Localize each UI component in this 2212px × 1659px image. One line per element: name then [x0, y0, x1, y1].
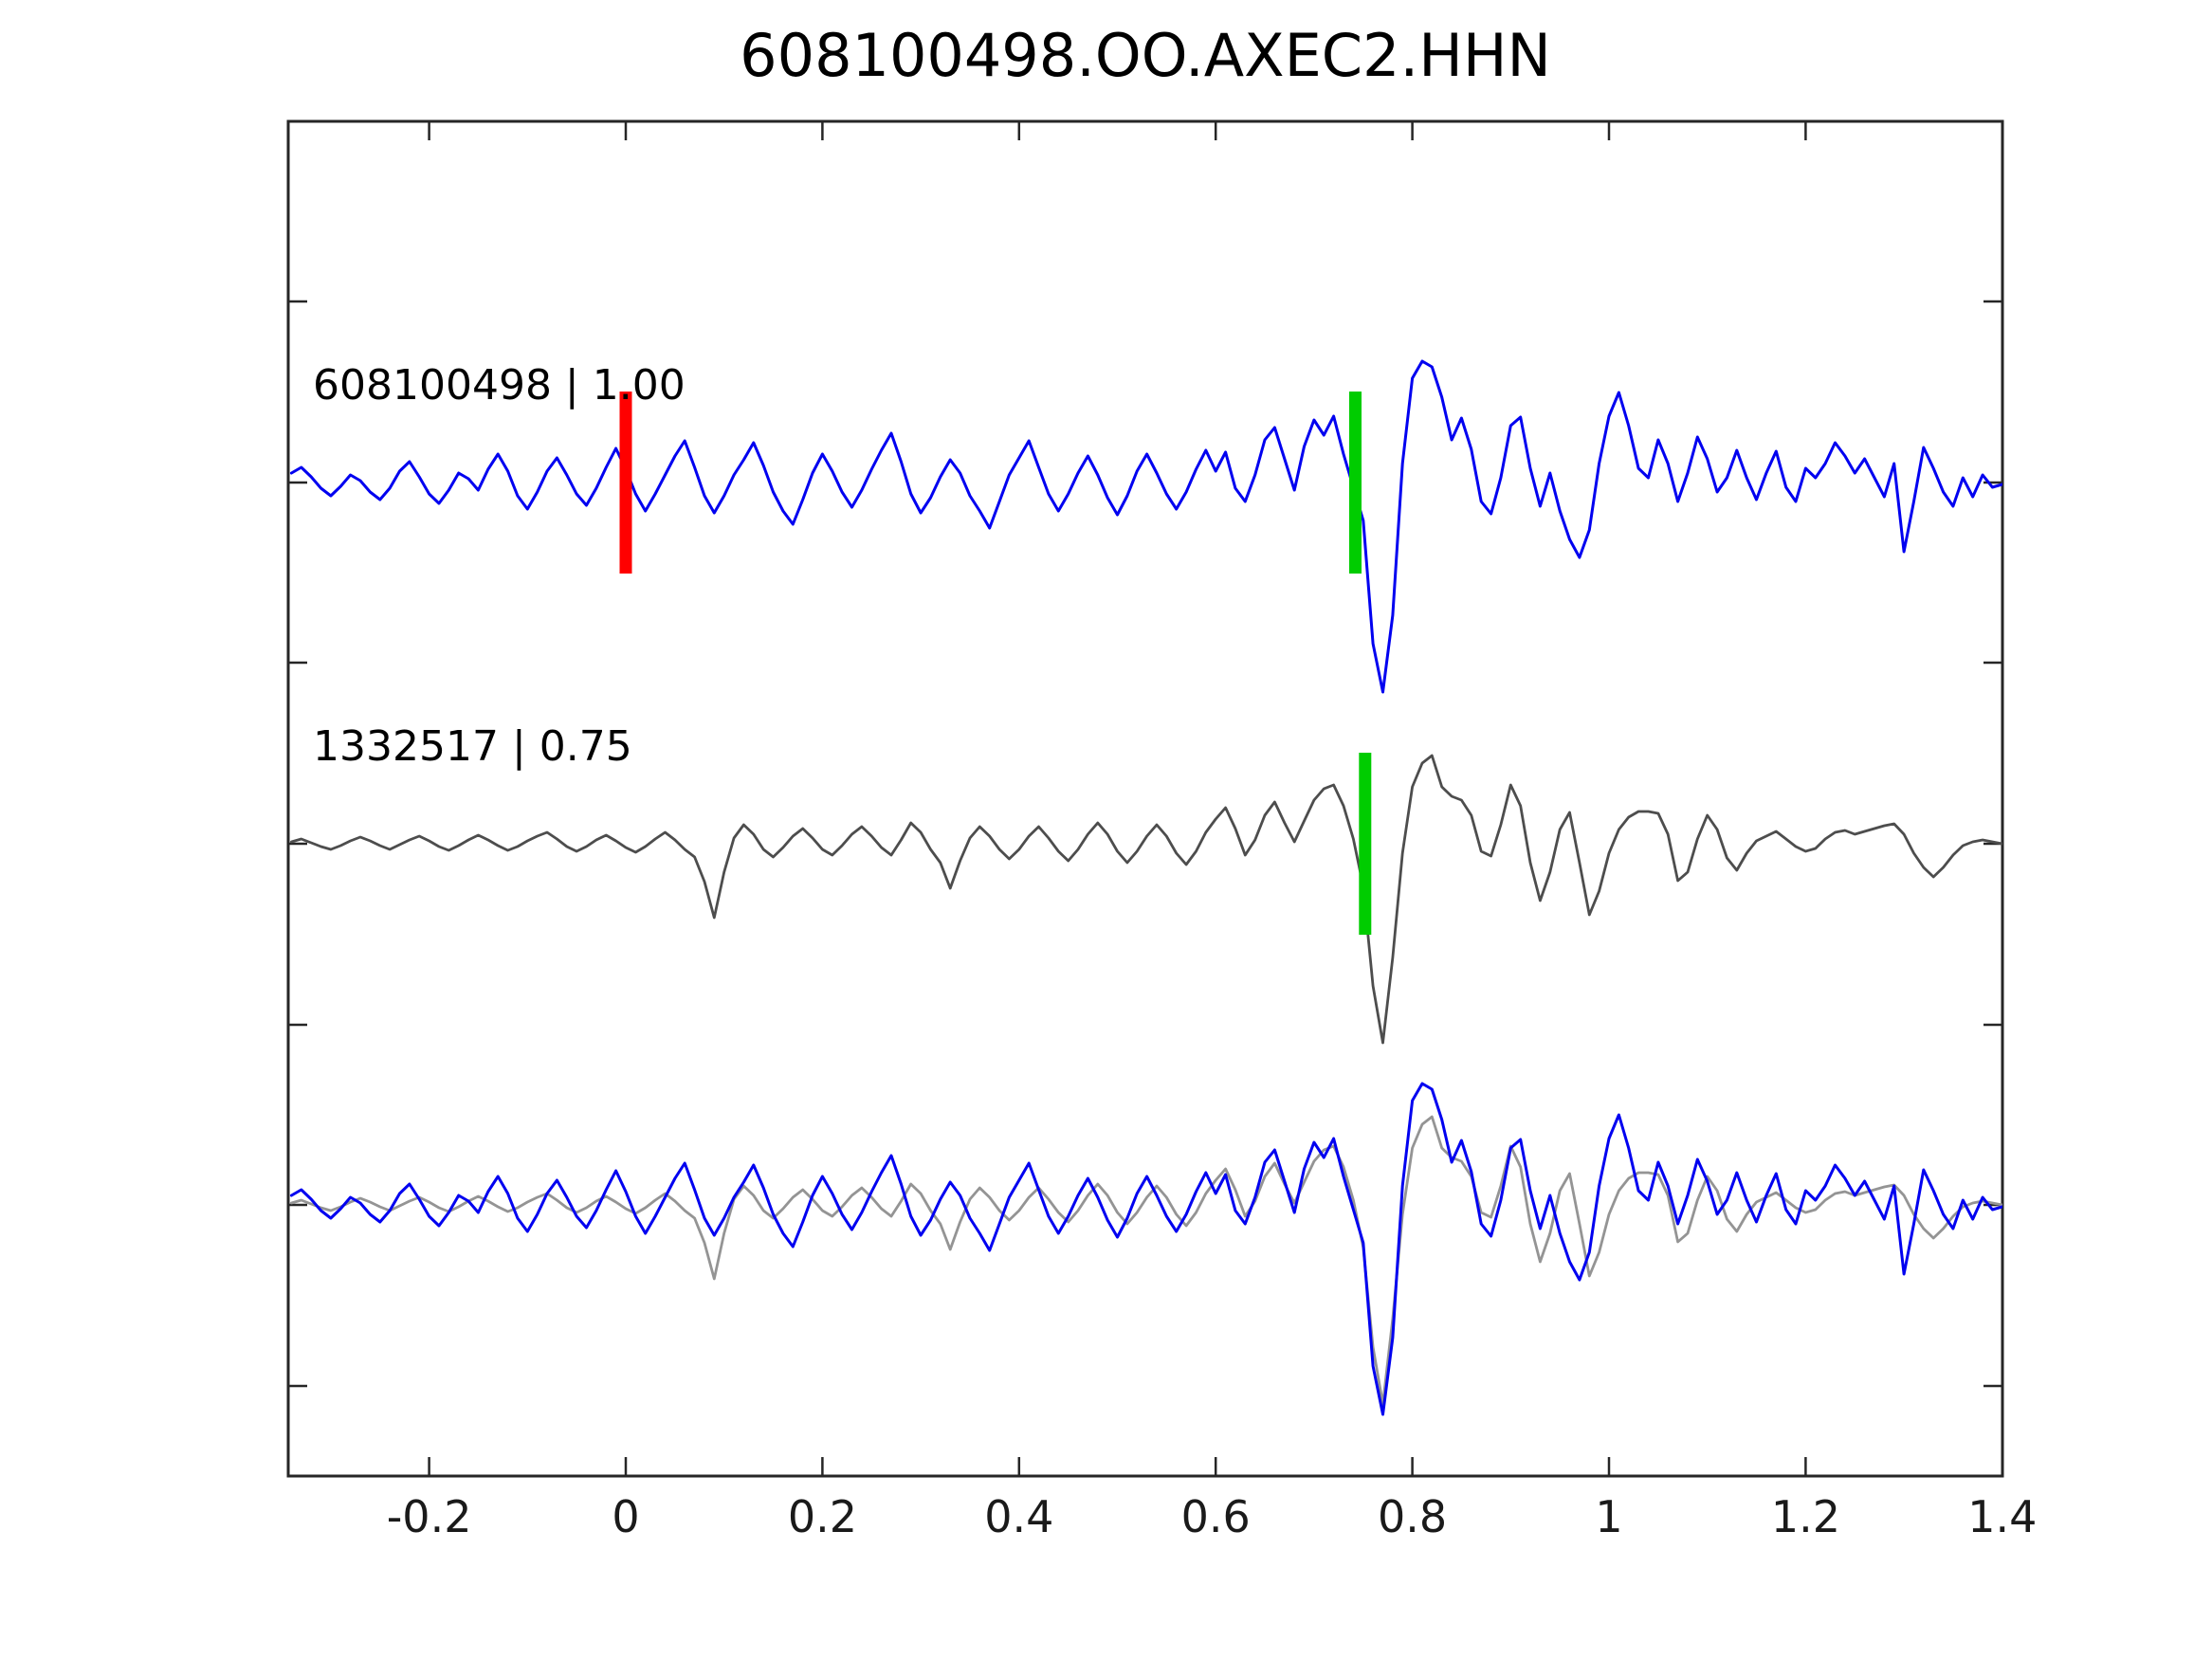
detection-pick-marker: [1359, 753, 1372, 935]
template-origin-marker: [619, 392, 632, 574]
x-tick-label: 0.8: [1378, 1491, 1447, 1542]
template-trace-label: 608100498 | 1.00: [313, 361, 686, 410]
template-pick-marker: [1349, 392, 1362, 574]
plot-box: [286, 119, 2004, 1478]
waveform-traces: [289, 359, 2002, 1416]
overlay-template-trace-line: [289, 1082, 2002, 1416]
pick-markers: [619, 392, 1372, 935]
detection-trace-line: [289, 754, 2002, 1045]
detection-trace-label: 1332517 | 0.75: [313, 722, 632, 771]
overlay-detection-trace-line: [289, 1115, 2002, 1406]
plot-title: 608100498.OO.AXEC2.HHN: [740, 21, 1551, 90]
x-tick-label: 0.4: [984, 1491, 1053, 1542]
x-axis-tick-labels: -0.2 0 0.2 0.4 0.6 0.8 1 1.2 1.4: [387, 1491, 2038, 1542]
axis-ticks: [288, 121, 2004, 1476]
x-tick-label: 1.2: [1771, 1491, 1840, 1542]
x-tick-label: 1.4: [1967, 1491, 2037, 1542]
x-tick-label: 0.6: [1181, 1491, 1251, 1542]
template-trace-line: [289, 359, 2002, 694]
x-tick-label: 1: [1595, 1491, 1622, 1542]
x-tick-label: -0.2: [387, 1491, 472, 1542]
x-tick-label: 0: [612, 1491, 639, 1542]
x-tick-label: 0.2: [788, 1491, 857, 1542]
